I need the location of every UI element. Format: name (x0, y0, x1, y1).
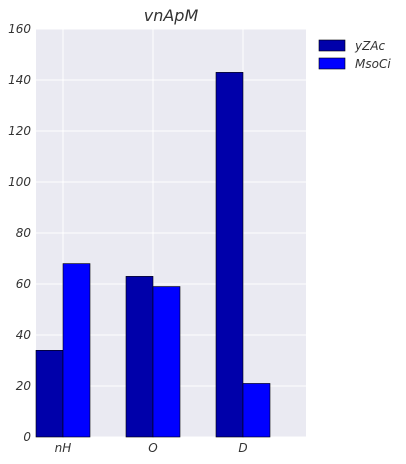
bar-2-D (242, 383, 271, 438)
y-tick-label: 140 (8, 73, 31, 87)
x-tick-label: O (148, 441, 157, 455)
bar-2-O (152, 286, 181, 438)
bar-1-O (125, 276, 154, 438)
legend-label: yZAc (354, 39, 386, 53)
y-tick-label: 160 (8, 22, 31, 36)
bar-1-D (215, 72, 244, 438)
legend: yZAc MsoCi (318, 39, 391, 71)
x-tick-labels: nH O D (55, 441, 248, 455)
y-tick-labels: 0 20 40 60 80 100 120 140 160 (8, 22, 31, 444)
bars (35, 72, 271, 438)
y-tick-label: 20 (16, 379, 32, 393)
y-tick-label: 100 (8, 175, 31, 189)
y-tick-label: 0 (23, 430, 31, 444)
y-tick-label: 120 (8, 124, 31, 138)
x-tick-label: nH (55, 441, 72, 455)
legend-swatch (318, 57, 346, 70)
y-tick-label: 80 (16, 226, 32, 240)
y-tick-label: 60 (16, 277, 32, 291)
y-tick-label: 40 (16, 328, 32, 342)
bar-2-nH (62, 263, 91, 438)
legend-label: MsoCi (355, 57, 391, 71)
bar-1-nH (35, 349, 64, 438)
x-tick-label: D (238, 441, 247, 455)
chart-title: vnApM (144, 6, 199, 25)
legend-swatch (318, 39, 346, 52)
